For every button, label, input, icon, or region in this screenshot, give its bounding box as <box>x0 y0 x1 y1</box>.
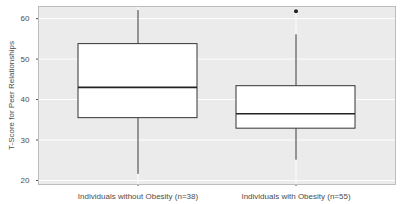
svg-text:Individuals with Obesity (n=55: Individuals with Obesity (n=55) <box>241 192 351 201</box>
svg-text:20: 20 <box>21 176 30 185</box>
svg-text:30: 30 <box>21 136 30 145</box>
svg-text:60: 60 <box>21 14 30 23</box>
svg-text:T-Score for Peer Relationships: T-Score for Peer Relationships <box>7 41 16 150</box>
svg-text:40: 40 <box>21 95 30 104</box>
svg-text:Individuals without Obesity (n: Individuals without Obesity (n=38) <box>78 192 199 201</box>
svg-text:50: 50 <box>21 55 30 64</box>
